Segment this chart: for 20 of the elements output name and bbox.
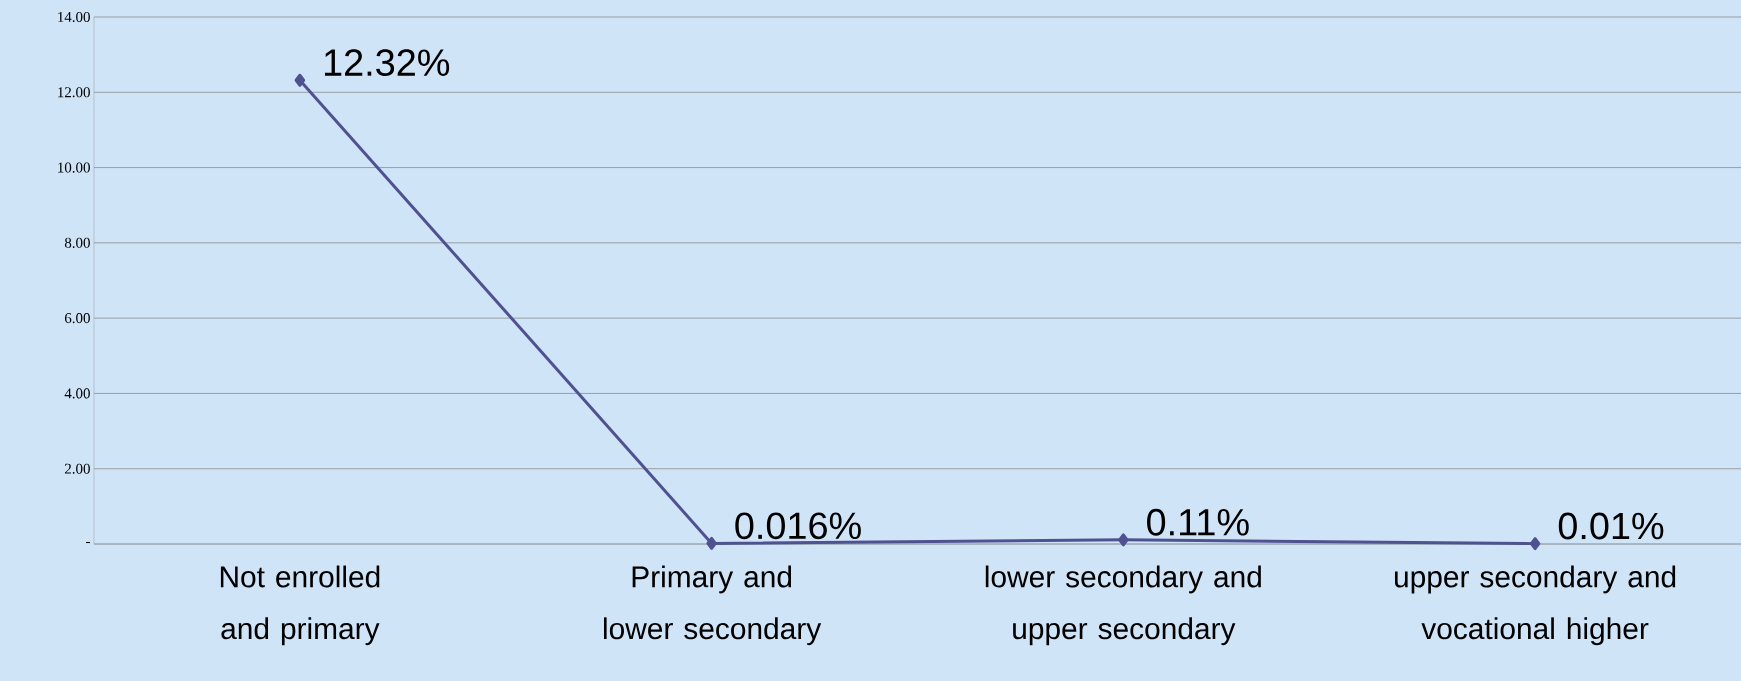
y-tick-label: 10.00 [58, 162, 90, 173]
x-tick-label: upper secondary and vocational higher [1394, 565, 1676, 646]
y-tick-label: 8.00 [64, 237, 90, 248]
y-tick-label: 2.00 [64, 463, 90, 474]
y-tick-label: 14.00 [58, 11, 90, 23]
x-tick-label: Not enrolled and primary [220, 565, 380, 646]
point [294, 73, 306, 87]
data-label: 12.32% [324, 49, 450, 77]
point [706, 536, 717, 550]
y-tick-label: 12.00 [58, 87, 90, 98]
point [1118, 533, 1129, 547]
data-label: 0.01% [1558, 512, 1664, 540]
y-tick-label: 6.00 [64, 313, 90, 324]
data-label: 0.016% [735, 512, 861, 540]
x-tick-label: Primary and lower secondary [603, 565, 822, 646]
y-tick-label: - [86, 541, 90, 544]
x-tick-label: lower secondary and upper secondary [985, 565, 1261, 646]
y-tick-label: 4.00 [64, 388, 90, 399]
point [1529, 537, 1541, 551]
data-label: 0.11% [1147, 508, 1249, 536]
